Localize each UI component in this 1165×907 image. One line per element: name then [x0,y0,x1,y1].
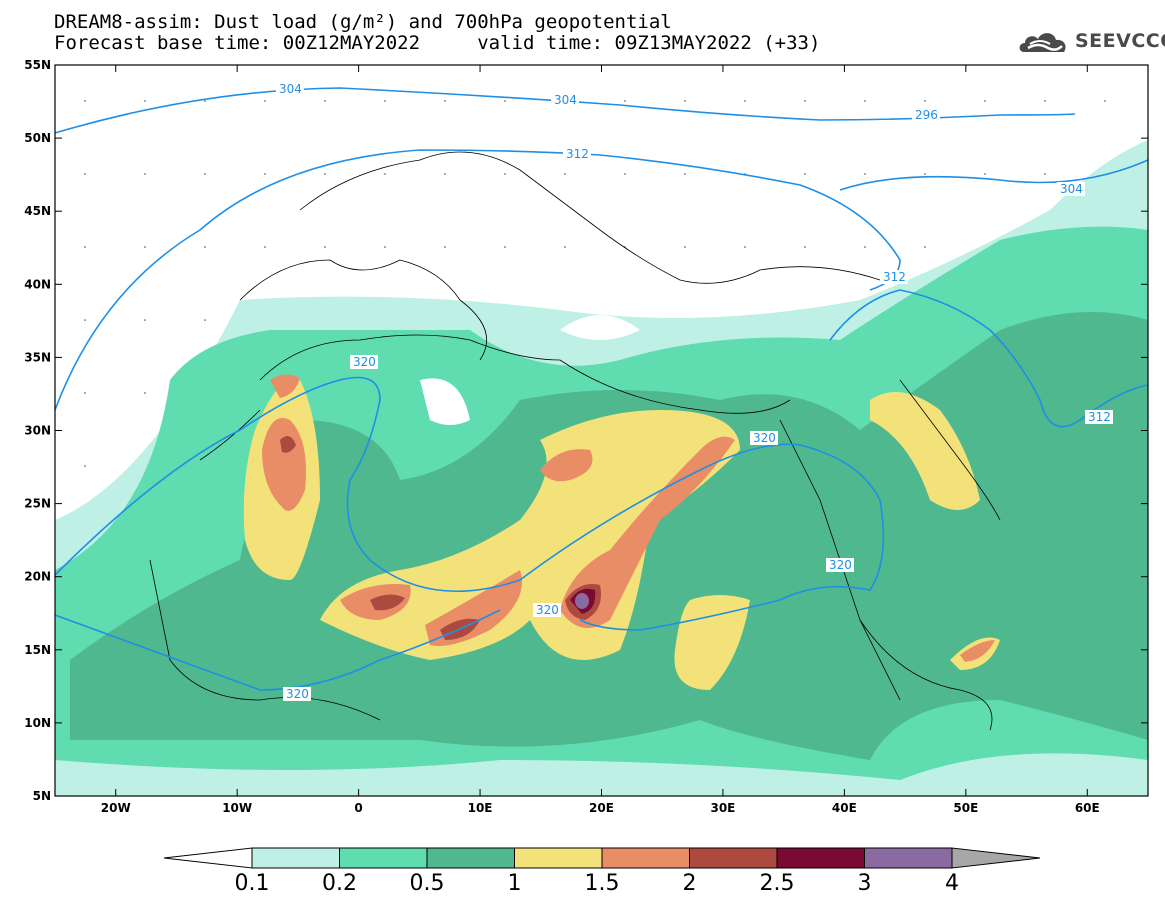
colorbar-label: 4 [945,871,959,896]
lon-tick-label: 20W [101,801,131,815]
colorbar-label: 2 [683,871,697,896]
contour-label: 304 [1060,182,1083,196]
forecast-times: Forecast base time: 00Z12MAY2022 valid t… [54,32,821,54]
lat-tick-label: 10N [24,716,51,730]
lon-tick-label: 30E [710,801,735,815]
lon-tick-label: 60E [1075,801,1100,815]
contour-label: 320 [753,431,776,445]
seevccc-logo: SEEVCCC [1018,28,1165,56]
colorbar-label: 0.1 [235,871,270,896]
contour-label: 320 [286,687,309,701]
colorbar-segment [339,847,428,869]
colorbar-over-triangle [951,847,1041,869]
lat-tick-label: 25N [24,497,51,511]
lat-tick-label: 55N [24,58,51,72]
lat-tick-label: 40N [24,277,51,291]
axis-ticks: 55N 50N 45N 40N 35N 30N 25N 20N 15N 10N 5N 20W 10W 0 1… [24,58,1148,815]
colorbar-label: 0.5 [410,871,445,896]
colorbar: 0.1 0.2 0.5 1 1.5 2 2.5 3 4 [163,847,1041,896]
lon-tick-label: 20E [589,801,614,815]
colorbar-segment [776,847,865,869]
lon-tick-label: 0 [354,801,362,815]
colorbar-segment [601,847,690,869]
lat-tick-label: 5N [33,789,51,803]
lat-tick-label: 45N [24,204,51,218]
lat-tick-label: 20N [24,570,51,584]
lat-tick-label: 15N [24,643,51,657]
cloud-logo-icon [1019,33,1066,52]
contour-label: 304 [279,82,302,96]
colorbar-label: 2.5 [760,871,795,896]
colorbar-segment [689,847,778,869]
contour-label: 304 [554,93,577,107]
contour-label: 320 [829,558,852,572]
lon-tick-label: 10W [222,801,252,815]
contour-label: 312 [1088,410,1111,424]
contour-label: 320 [536,603,559,617]
geopotential-contours [55,87,1148,691]
contour-label: 320 [353,355,376,369]
colorbar-segment [251,847,340,869]
colorbar-segment [864,847,953,869]
colorbar-label: 3 [858,871,872,896]
colorbar-segment [514,847,603,869]
contour-label: 296 [915,108,938,122]
chart-title: DREAM8-assim: Dust load (g/m²) and 700hP… [54,11,672,33]
lon-tick-label: 40E [832,801,857,815]
coastlines [149,151,1001,731]
colorbar-under-triangle [163,847,253,869]
colorbar-label: 1 [508,871,522,896]
contour-label: 312 [566,147,589,161]
colorbar-segment [426,847,515,869]
dust-field [55,65,1148,796]
lat-tick-label: 50N [24,131,51,145]
lon-tick-label: 10E [468,801,493,815]
lat-tick-label: 35N [24,350,51,364]
colorbar-label: 0.2 [322,871,357,896]
dust-map: 304 304 296 312 304 312 320 320 312 320 … [24,58,1149,815]
colorbar-label: 1.5 [585,871,620,896]
contour-label: 312 [883,270,906,284]
contour-labels: 304 304 296 312 304 312 320 320 312 320 … [276,82,1113,701]
lat-tick-label: 30N [24,424,51,438]
lon-tick-label: 50E [953,801,978,815]
